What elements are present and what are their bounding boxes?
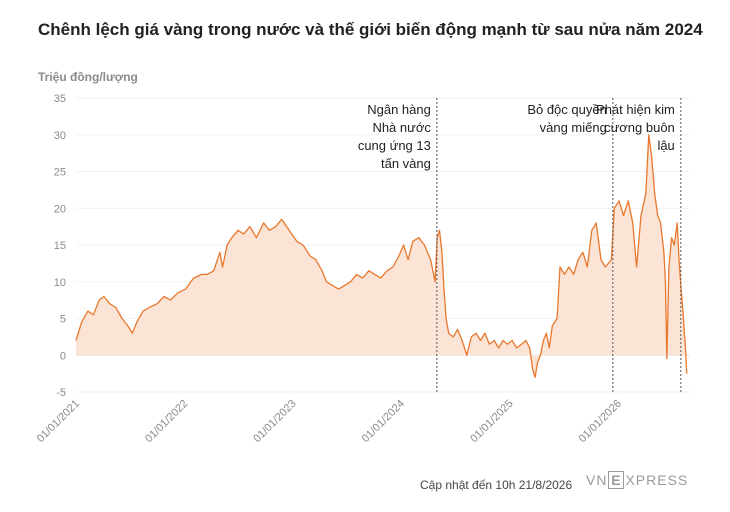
annotation-text: vàng miếng <box>540 120 607 135</box>
series-area <box>76 134 687 378</box>
logo-box: E <box>608 471 625 489</box>
y-tick-label: 35 <box>54 93 66 105</box>
annotation-text: cung ứng 13 <box>358 138 431 153</box>
y-tick-label: 25 <box>54 167 66 179</box>
y-tick-label: 15 <box>54 240 66 252</box>
x-tick-label: 01/01/2023 <box>251 398 298 445</box>
annotation-text: cương buôn <box>604 120 675 135</box>
annotation-text: Nhà nước <box>372 120 431 135</box>
annotation-text: Bỏ độc quyền <box>527 102 607 117</box>
annotation-text: tấn vàng <box>381 156 431 171</box>
vnexpress-logo: VN E XPRESS <box>586 470 688 490</box>
chart-title: Chênh lệch giá vàng trong nước và thế gi… <box>38 20 703 39</box>
annotation-text: lậu <box>657 138 674 153</box>
series-line <box>75 134 688 378</box>
logo-right: XPRESS <box>625 472 689 488</box>
y-tick-label: 0 <box>60 350 66 362</box>
y-axis-unit-label: Triệu đồng/lượng <box>38 70 138 84</box>
x-tick-label: 01/01/2026 <box>577 398 624 445</box>
y-tick-label: 5 <box>60 314 66 326</box>
y-tick-label: 30 <box>54 130 66 142</box>
x-tick-label: 01/01/2025 <box>468 398 515 445</box>
annotation-text: Ngân hàng <box>367 102 431 117</box>
x-tick-label: 01/01/2024 <box>360 398 407 445</box>
y-tick-label: -5 <box>56 387 66 399</box>
x-tick-label: 01/01/2022 <box>143 398 190 445</box>
update-note: Cập nhật đến 10h 21/8/2026 <box>420 478 573 492</box>
y-tick-label: 10 <box>54 277 66 289</box>
logo-left: VN <box>586 472 608 488</box>
annotation-text: Phát hiện kim <box>596 102 675 117</box>
x-tick-label: 01/01/2021 <box>35 398 82 445</box>
y-tick-label: 20 <box>54 203 66 215</box>
